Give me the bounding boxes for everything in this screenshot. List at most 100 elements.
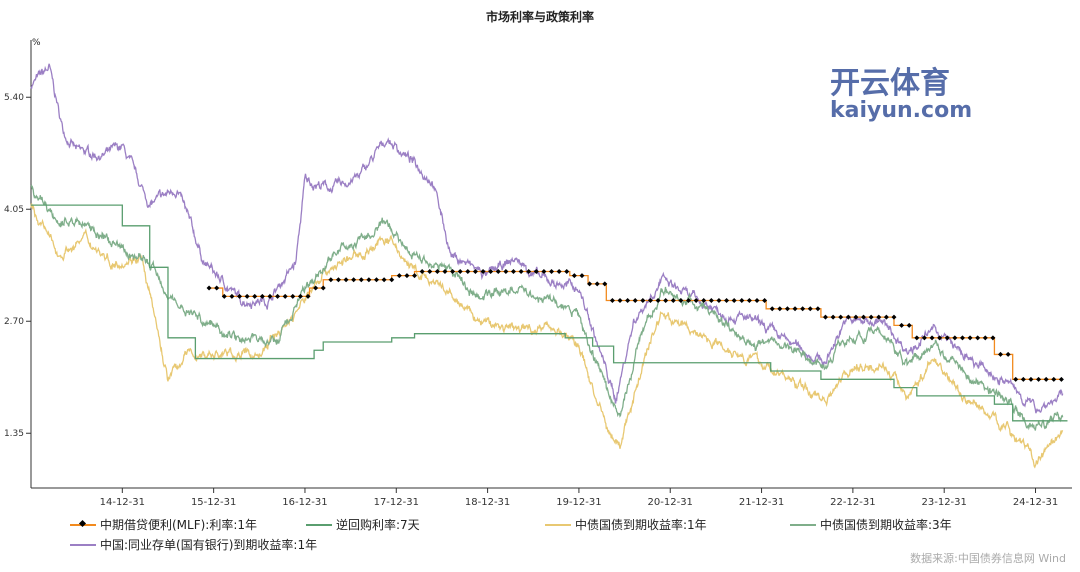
- mlf-marker: [921, 335, 927, 341]
- y-tick-label: 5.40: [4, 93, 24, 103]
- legend-label: 中国:同业存单(国有银行)到期收益率:1年: [100, 538, 318, 552]
- mlf-marker: [845, 314, 851, 320]
- mlf-marker: [564, 268, 570, 274]
- mlf-marker: [861, 314, 867, 320]
- series-line-4: [30, 63, 1064, 414]
- mlf-marker: [1051, 376, 1057, 382]
- mlf-marker: [807, 306, 813, 312]
- mlf-marker: [716, 298, 722, 304]
- watermark-brand: 开云体育: [830, 66, 950, 101]
- legend-label: 中期借贷便利(MLF):利率:1年: [100, 518, 258, 532]
- mlf-marker: [571, 273, 577, 279]
- mlf-marker: [678, 298, 684, 304]
- mlf-marker: [822, 314, 828, 320]
- y-tick-label: 4.05: [4, 205, 24, 215]
- x-tick-label: 24-12-31: [1013, 497, 1058, 508]
- mlf-marker: [442, 268, 448, 274]
- mlf-marker: [381, 277, 387, 283]
- x-tick-label: 23-12-31: [922, 497, 967, 508]
- mlf-marker: [259, 293, 265, 299]
- legend-swatch: [70, 519, 96, 527]
- mlf-marker: [313, 285, 319, 291]
- x-tick-label: 17-12-31: [374, 497, 419, 508]
- mlf-marker: [328, 277, 334, 283]
- legend-swatch: [306, 523, 332, 526]
- mlf-marker: [838, 314, 844, 320]
- mlf-marker: [541, 268, 547, 274]
- mlf-marker: [891, 314, 897, 320]
- legend-label: 逆回购利率:7天: [336, 518, 420, 532]
- mlf-marker: [754, 298, 760, 304]
- mlf-marker: [396, 273, 402, 279]
- legend-item-mlf: 中期借贷便利(MLF):利率:1年: [70, 516, 257, 533]
- mlf-marker: [815, 306, 821, 312]
- x-tick-label: 22-12-31: [830, 497, 875, 508]
- mlf-marker: [762, 298, 768, 304]
- mlf-marker: [1036, 376, 1042, 382]
- mlf-marker: [746, 298, 752, 304]
- mlf-marker: [305, 293, 311, 299]
- mlf-marker: [708, 298, 714, 304]
- mlf-marker: [739, 298, 745, 304]
- mlf-marker: [533, 268, 539, 274]
- mlf-marker: [1020, 376, 1026, 382]
- mlf-marker: [868, 314, 874, 320]
- legend-label: 中债国债到期收益率:3年: [820, 518, 952, 532]
- mlf-marker: [594, 281, 600, 287]
- mlf-marker: [237, 293, 243, 299]
- mlf-marker: [640, 298, 646, 304]
- y-tick-label: 2.70: [4, 317, 24, 327]
- mlf-marker: [549, 268, 555, 274]
- legend-item-ncd: 中国:同业存单(国有银行)到期收益率:1年: [70, 536, 317, 553]
- mlf-marker: [982, 335, 988, 341]
- mlf-marker: [510, 268, 516, 274]
- mlf-marker: [998, 351, 1004, 357]
- mlf-marker: [937, 335, 943, 341]
- legend-item-bond-3y: 中债国债到期收益率:3年: [790, 516, 952, 533]
- mlf-marker: [297, 293, 303, 299]
- mlf-marker: [206, 285, 212, 291]
- mlf-marker: [686, 298, 692, 304]
- mlf-marker: [389, 277, 395, 283]
- series-line-1: [31, 204, 1068, 422]
- mlf-marker: [663, 298, 669, 304]
- y-tick-label: 1.35: [4, 429, 24, 439]
- x-tick-label: 18-12-31: [465, 497, 510, 508]
- mlf-marker: [853, 314, 859, 320]
- mlf-marker: [1043, 376, 1049, 382]
- mlf-marker: [693, 298, 699, 304]
- mlf-marker: [366, 277, 372, 283]
- data-source: 数据来源:中国债券信息网 Wind: [910, 552, 1066, 565]
- mlf-marker: [800, 306, 806, 312]
- watermark-site: kaiyun.com: [830, 98, 973, 123]
- mlf-marker: [518, 268, 524, 274]
- mlf-marker: [777, 306, 783, 312]
- x-tick-label: 14-12-31: [100, 497, 145, 508]
- mlf-marker: [769, 306, 775, 312]
- mlf-marker: [952, 335, 958, 341]
- mlf-marker: [343, 277, 349, 283]
- mlf-marker: [335, 277, 341, 283]
- mlf-marker: [944, 335, 950, 341]
- mlf-marker: [647, 298, 653, 304]
- mlf-marker: [883, 314, 889, 320]
- mlf-marker: [465, 268, 471, 274]
- mlf-marker: [617, 298, 623, 304]
- mlf-marker: [731, 298, 737, 304]
- x-tick-label: 21-12-31: [739, 497, 784, 508]
- mlf-marker: [1013, 376, 1019, 382]
- mlf-marker: [792, 306, 798, 312]
- mlf-marker: [701, 298, 707, 304]
- mlf-marker: [214, 285, 220, 291]
- mlf-marker: [404, 273, 410, 279]
- legend-swatch: [545, 523, 571, 526]
- mlf-marker: [252, 293, 258, 299]
- mlf-marker: [472, 268, 478, 274]
- legend-label: 中债国债到期收益率:1年: [575, 518, 707, 532]
- mlf-marker: [488, 268, 494, 274]
- legend-item-reverse-repo: 逆回购利率:7天: [306, 516, 420, 533]
- mlf-marker: [526, 268, 532, 274]
- mlf-marker: [632, 298, 638, 304]
- series-line-3: [30, 184, 1064, 431]
